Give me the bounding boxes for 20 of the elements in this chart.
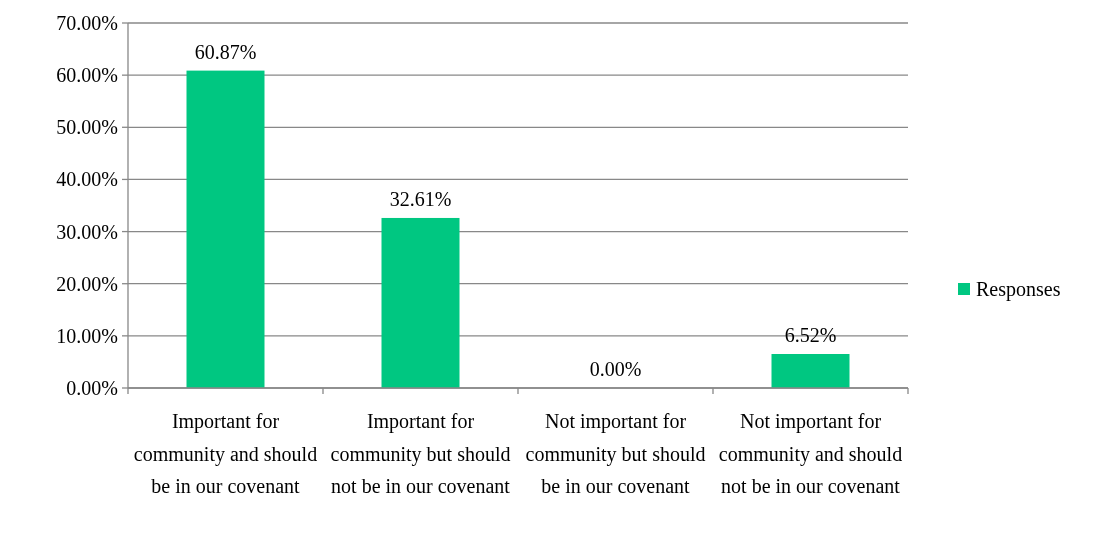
bar xyxy=(771,354,850,388)
data-label: 60.87% xyxy=(194,40,257,63)
x-tick-label: Important for community and should be in our covenant xyxy=(133,410,318,497)
x-tick-label: Important for community but should not be in our covenant xyxy=(330,410,511,497)
bar xyxy=(186,70,265,388)
legend-label: Responses xyxy=(976,278,1061,301)
y-tick-label: 0.00% xyxy=(66,377,118,399)
data-label: 6.52% xyxy=(784,324,837,346)
y-tick-label: 70.00% xyxy=(56,12,118,34)
x-tick-label: Not important for community and should not be in our covenant xyxy=(718,410,903,497)
y-tick-label: 30.00% xyxy=(56,220,118,243)
y-tick-label: 10.00% xyxy=(56,324,118,347)
y-tick-label: 50.00% xyxy=(56,116,118,139)
x-tick-label: Not important for community but should be in our covenant xyxy=(525,410,706,497)
bar xyxy=(381,217,460,388)
y-tick-label: 40.00% xyxy=(56,168,118,191)
y-tick-label: 60.00% xyxy=(56,64,118,87)
y-tick-label: 20.00% xyxy=(56,272,118,295)
data-label: 32.61% xyxy=(389,187,452,210)
data-label: 0.00% xyxy=(589,358,642,380)
